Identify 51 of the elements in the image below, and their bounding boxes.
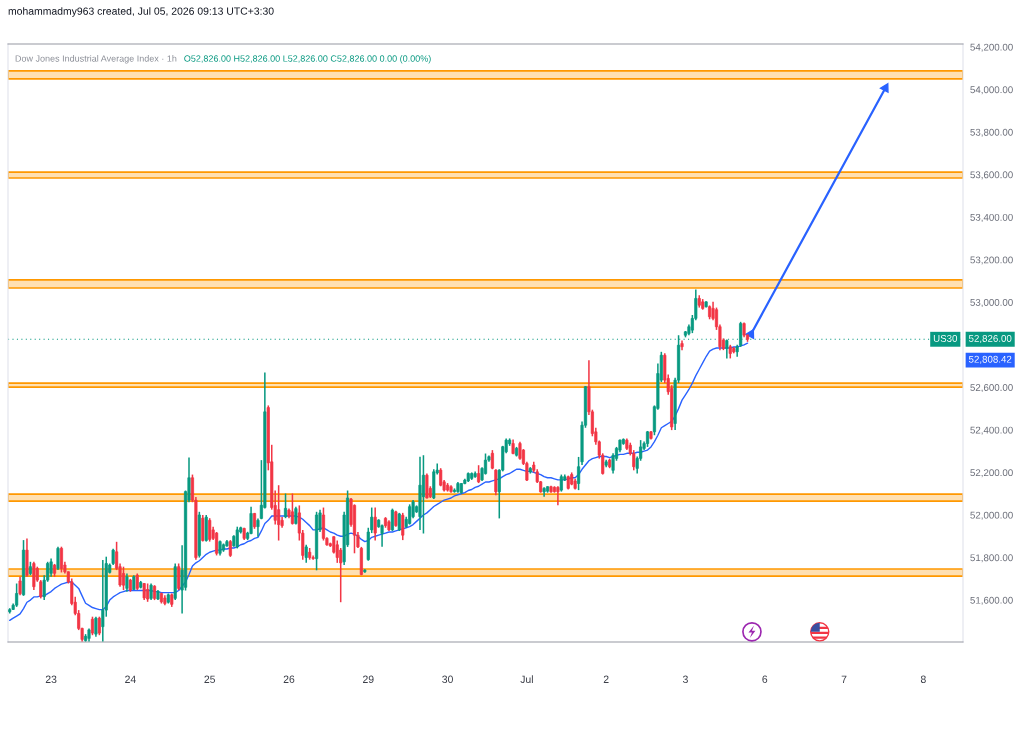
- x-tick-label: 7: [841, 675, 847, 683]
- x-tick-label: 24: [125, 675, 136, 683]
- y-tick-label: 53,800.00: [970, 128, 1013, 137]
- x-tick-label: 6: [762, 675, 768, 683]
- y-tick-label: 52,600.00: [970, 384, 1013, 393]
- y-tick-label: 54,200.00: [970, 43, 1013, 52]
- y-tick-label: 53,000.00: [970, 299, 1013, 308]
- candlestick: [56, 545, 60, 571]
- x-tick-label: 25: [204, 675, 216, 683]
- y-tick-label: 53,400.00: [970, 213, 1013, 222]
- y-tick-label: 52,000.00: [970, 511, 1013, 520]
- text: O52,826.00 H52,826.00 L52,826.00 C52,826.00 0.00 (0.00%): [184, 55, 431, 64]
- candlestick: [373, 506, 377, 542]
- candlestick: [321, 506, 326, 542]
- text: mohammadmy963 created, Jul 05, 2026 09:13 UTC+3:30: [8, 7, 274, 17]
- x-tick-label: 8: [920, 675, 926, 683]
- text: Dow Jones Industrial Average Index · 1h: [15, 55, 177, 64]
- candlestick: [59, 545, 63, 574]
- x-tick-label: 29: [363, 675, 374, 683]
- candlestick: [425, 472, 429, 500]
- x-tick-label: 3: [682, 675, 688, 683]
- x-tick-label: 23: [45, 675, 57, 683]
- candlestick: [101, 559, 105, 642]
- y-tick-label: 51,600.00: [970, 596, 1013, 605]
- ref-line-label: 52,826.00: [968, 335, 1012, 344]
- text: US30: [933, 335, 958, 342]
- candlestick: [408, 503, 412, 526]
- candlestick: [304, 544, 308, 564]
- x-tick-label: 26: [283, 675, 295, 683]
- candlestick: [494, 468, 498, 496]
- candlestick: [15, 582, 19, 608]
- candlestick: [204, 514, 208, 543]
- y-tick-label: 52,200.00: [970, 469, 1013, 478]
- candlestick: [94, 615, 98, 638]
- candlestick: [49, 557, 53, 578]
- y-tick-label: 53,600.00: [970, 171, 1013, 180]
- y-tick-label: 51,800.00: [970, 554, 1013, 563]
- y-tick-label: 53,200.00: [970, 256, 1013, 265]
- candlestick: [177, 562, 181, 591]
- x-tick-label: Jul: [520, 675, 533, 683]
- candlestick: [32, 561, 36, 591]
- candlestick: [18, 575, 22, 596]
- x-tick-label: 2: [603, 675, 609, 683]
- text: 52,808.42: [968, 355, 1012, 364]
- candlestick: [556, 485, 560, 506]
- y-tick-label: 52,400.00: [970, 426, 1013, 435]
- y-tick-label: 54,000.00: [970, 86, 1013, 95]
- candlestick: [121, 565, 126, 591]
- candlestick: [125, 572, 129, 593]
- candlestick: [249, 505, 253, 535]
- x-tick-label: 30: [442, 675, 453, 683]
